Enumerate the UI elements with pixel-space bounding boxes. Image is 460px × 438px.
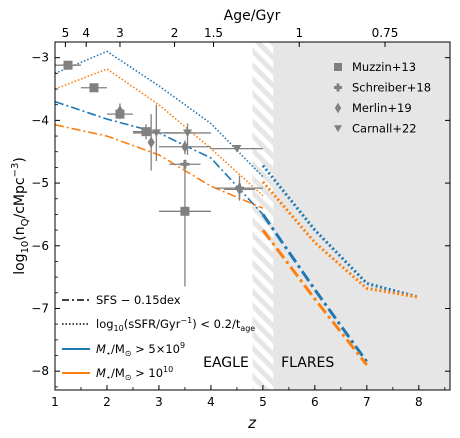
y-tick-label--4: −4 bbox=[31, 113, 49, 127]
series-eagle-sfs-5e9 bbox=[55, 100, 264, 215]
region-label-eagle: EAGLE bbox=[203, 355, 249, 371]
observational-data bbox=[55, 60, 263, 287]
y-axis-ticks: −8 −7 −6 −5 −4 −3 bbox=[31, 41, 450, 388]
obs-legend: Muzzin+13 Schreiber+18 Merlin+19 Carnall+22 bbox=[334, 60, 431, 136]
x-tick-label-8: 8 bbox=[415, 395, 423, 409]
plot-frame bbox=[54, 41, 451, 391]
x-tick-label-5: 5 bbox=[259, 395, 267, 409]
y-axis-label: log10(nQ/cMpc−3) bbox=[10, 157, 31, 275]
obs-merlin-19-0-marker bbox=[116, 105, 124, 117]
top-tick-label: 1 bbox=[295, 26, 303, 40]
x-tick-label-2: 2 bbox=[103, 395, 111, 409]
line-legend: SFS − 0.15dex log10(sSFR/Gyr−1) < 0.2/ta… bbox=[62, 293, 255, 382]
x-tick-label-7: 7 bbox=[363, 395, 371, 409]
series-eagle-sfs-1e10 bbox=[55, 124, 264, 209]
y-tick-label--8: −8 bbox=[31, 364, 49, 378]
series-flares-ssfr-1e10 bbox=[261, 180, 420, 299]
obs-muzzin-13-4-marker bbox=[180, 206, 190, 216]
x-tick-label-1: 1 bbox=[51, 395, 59, 409]
legend-label-carnall-22: Carnall+22 bbox=[352, 122, 417, 136]
legend-label-merlin-19: Merlin+19 bbox=[352, 101, 412, 115]
legend-ssfr-label: log10(sSFR/Gyr−1) < 0.2/tage bbox=[96, 316, 255, 333]
x-tick-label-4: 4 bbox=[207, 395, 215, 409]
legend-label-muzzin-13: Muzzin+13 bbox=[352, 60, 416, 74]
top-axis-label: Age/Gyr bbox=[224, 8, 281, 24]
x-tick-label-6: 6 bbox=[311, 395, 319, 409]
x-tick-label-3: 3 bbox=[155, 395, 163, 409]
top-axis-ticks: 5 4 3 2 1.5 1 0.75 bbox=[62, 26, 399, 47]
y-tick-label--6: −6 bbox=[31, 239, 49, 253]
series-eagle-ssfr-1e10 bbox=[55, 68, 264, 197]
x-axis-ticks: 1 2 3 4 5 6 7 8 bbox=[51, 385, 446, 409]
legend-marker-schreiber-18 bbox=[334, 83, 342, 92]
legend-marker-carnall-22 bbox=[334, 125, 342, 133]
legend-marker-merlin-19 bbox=[334, 102, 342, 114]
obs-carnall-22-0-marker bbox=[151, 129, 161, 137]
top-tick-label: 5 bbox=[62, 26, 70, 40]
legend-m1-label: M⋆/M⊙ > 5×109 bbox=[96, 341, 185, 358]
obs-merlin-19-2-marker bbox=[181, 140, 189, 153]
legend-label-schreiber-18: Schreiber+18 bbox=[352, 81, 431, 95]
series-flares-sfs-1e10 bbox=[261, 229, 368, 366]
top-tick-label: 0.75 bbox=[372, 26, 399, 40]
obs-merlin-19-3-marker bbox=[235, 183, 244, 196]
top-tick-label: 4 bbox=[82, 26, 90, 40]
obs-merlin-19-1-marker bbox=[147, 136, 155, 149]
series-flares-sfs-5e9 bbox=[261, 213, 369, 363]
obs-carnall-22-2-marker bbox=[232, 144, 242, 153]
y-tick-label--3: −3 bbox=[31, 51, 49, 65]
obs-muzzin-13-1-marker bbox=[89, 83, 99, 93]
top-tick-label: 1.5 bbox=[204, 26, 223, 40]
y-tick-label--5: −5 bbox=[31, 176, 49, 190]
top-tick-label: 3 bbox=[116, 26, 124, 40]
x-axis-label: z bbox=[247, 414, 257, 432]
obs-muzzin-13-0-marker bbox=[63, 60, 73, 70]
region-label-flares: FLARES bbox=[281, 355, 334, 371]
obs-carnall-22-1-marker bbox=[183, 129, 193, 137]
series-flares-ssfr-5e9 bbox=[261, 164, 420, 299]
legend-m2-label: M⋆/M⊙ > 1010 bbox=[96, 365, 173, 382]
top-tick-label: 2 bbox=[171, 26, 179, 40]
obs-schreiber-18-0-marker bbox=[180, 159, 190, 169]
legend-marker-muzzin-13 bbox=[334, 63, 342, 71]
legend-sfs-label: SFS − 0.15dex bbox=[96, 293, 181, 307]
obs-muzzin-13-3-marker bbox=[141, 127, 151, 137]
y-tick-label--7: −7 bbox=[31, 301, 49, 315]
series-eagle-ssfr-5e9 bbox=[55, 50, 264, 178]
